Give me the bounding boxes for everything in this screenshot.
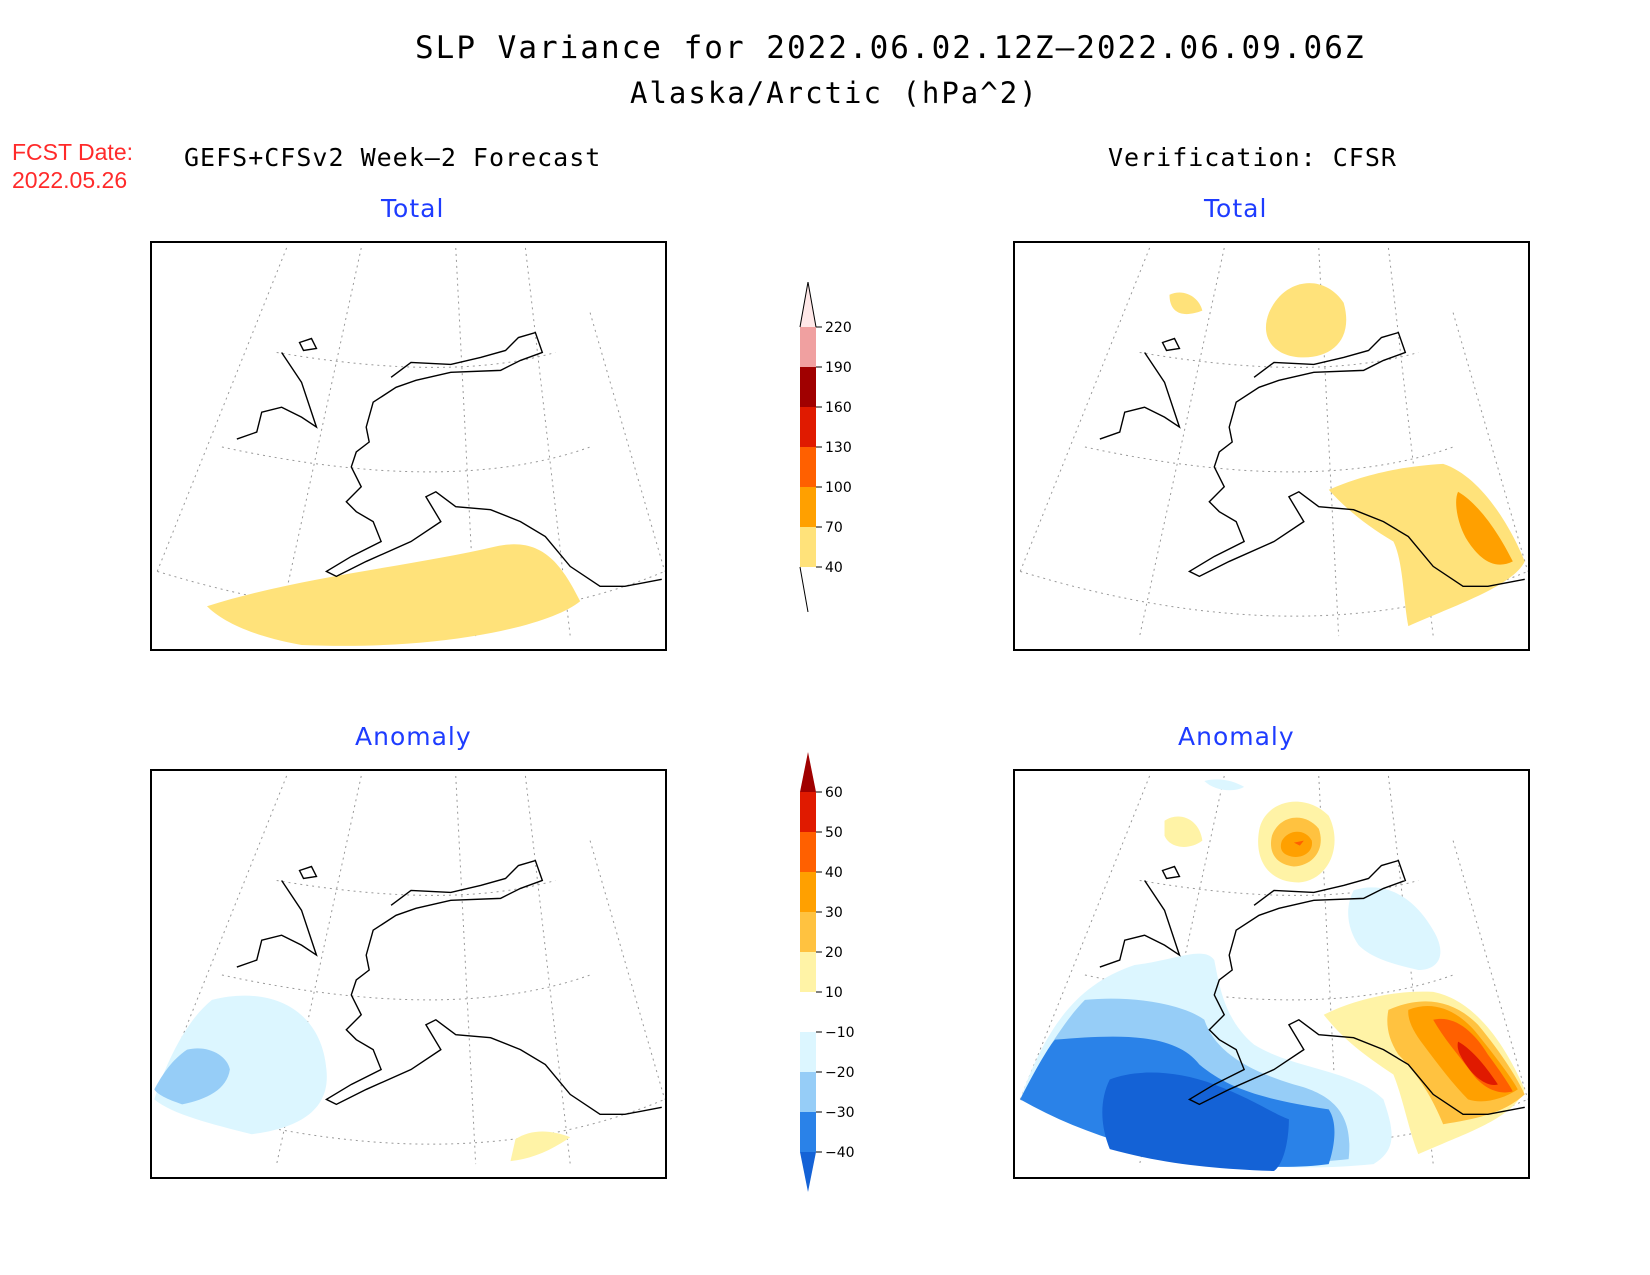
forecast-anomaly-map	[150, 769, 667, 1179]
colorbar-top-triangle	[800, 282, 816, 327]
colorbar-tick-label: −40	[825, 1145, 855, 1161]
colorbar-tick-label: 60	[825, 785, 843, 801]
colorbar-tick-label: 100	[825, 480, 852, 496]
verification-total-svg	[1019, 247, 1528, 637]
colorbar-box	[800, 912, 816, 952]
colorbar-box	[800, 832, 816, 872]
figure-title: SLP Variance for 2022.06.02.12Z–2022.06.…	[415, 30, 1366, 66]
verification-heading: Verification: CFSR	[1108, 143, 1397, 172]
coastline	[236, 331, 662, 588]
colorbar-tick-label: 40	[825, 865, 843, 881]
colorbar-box	[800, 407, 816, 447]
colorbar-top-triangle	[800, 752, 816, 792]
anomaly-red-north	[1293, 840, 1304, 846]
forecast-total-label: Total	[381, 194, 445, 223]
colorbar-outline	[799, 282, 817, 612]
coastline	[1099, 859, 1525, 1116]
colorbar-box	[800, 952, 816, 992]
colorbar-tick-label: 70	[825, 520, 843, 536]
fcst-date: FCST Date: 2022.05.26	[12, 138, 133, 194]
colorbar-box	[800, 527, 816, 567]
forecast-anomaly-label: Anomaly	[355, 722, 472, 751]
anomaly-orange-north	[1280, 831, 1313, 857]
anomaly-colorbar: −40 −30 −20 −10 10 20 30 40 50 60	[800, 752, 855, 1192]
colorbar-box	[800, 327, 816, 367]
colorbar-tick-label: 50	[825, 825, 843, 841]
colorbar-tick-label: 20	[825, 945, 843, 961]
colorbar-tick-label: −20	[825, 1065, 855, 1081]
verification-total-label: Total	[1204, 194, 1268, 223]
coastline	[1099, 331, 1525, 588]
anomaly-pale-yellow-west	[1164, 816, 1203, 847]
colorbar-tick-label: 10	[825, 985, 843, 1001]
variance-contour-east	[1328, 463, 1525, 627]
colorbar-tick-label: −10	[825, 1025, 855, 1041]
anomaly-light-blue-east	[1348, 887, 1441, 971]
colorbar-box	[800, 992, 816, 1032]
verification-anomaly-label: Anomaly	[1178, 722, 1295, 751]
verification-anomaly-svg	[1019, 775, 1528, 1172]
anomaly-light-blue-north	[1204, 779, 1245, 791]
colorbar-box	[800, 1072, 816, 1112]
variance-contour-west	[1169, 292, 1203, 315]
figure-subtitle: Alaska/Arctic (hPa^2)	[630, 76, 1039, 110]
anomaly-contour-medium	[154, 1048, 230, 1105]
variance-contour-north	[1265, 283, 1347, 358]
coastline	[236, 859, 662, 1116]
forecast-total-svg	[156, 247, 665, 646]
forecast-total-map	[150, 241, 667, 651]
total-colorbar: 40 70 100 130 160 190 220	[799, 282, 852, 612]
colorbar-box	[800, 792, 816, 832]
colorbar-tick-label: 160	[825, 400, 852, 416]
anomaly-red-east	[1457, 1041, 1498, 1085]
colorbar-tick-label: −30	[825, 1105, 855, 1121]
colorbar-box	[800, 367, 816, 407]
anomaly-contour-positive	[510, 1131, 571, 1162]
colorbar-tick-label: 40	[825, 560, 843, 576]
forecast-anomaly-svg	[154, 775, 665, 1165]
verification-total-map	[1013, 241, 1530, 651]
fcst-date-value: 2022.05.26	[12, 167, 128, 193]
colorbar-box	[800, 487, 816, 527]
variance-contour-east-core	[1456, 491, 1513, 565]
colorbar-tick-label: 190	[825, 360, 852, 376]
colorbar-tick-label: 130	[825, 440, 852, 456]
colorbar-box	[800, 1112, 816, 1152]
colorbar-box	[800, 872, 816, 912]
colorbar-box	[800, 447, 816, 487]
colorbar-bottom-triangle	[800, 1152, 816, 1192]
colorbar-tick-label: 30	[825, 905, 843, 921]
anomaly-dark-blue	[1102, 1072, 1289, 1172]
verification-anomaly-map	[1013, 769, 1530, 1179]
fcst-date-label: FCST Date:	[12, 139, 133, 165]
graticule	[156, 775, 665, 1165]
variance-contour	[206, 544, 581, 646]
colorbar-box	[800, 1032, 816, 1072]
forecast-heading: GEFS+CFSv2 Week–2 Forecast	[184, 143, 602, 172]
colorbar-tick-label: 220	[825, 320, 852, 336]
